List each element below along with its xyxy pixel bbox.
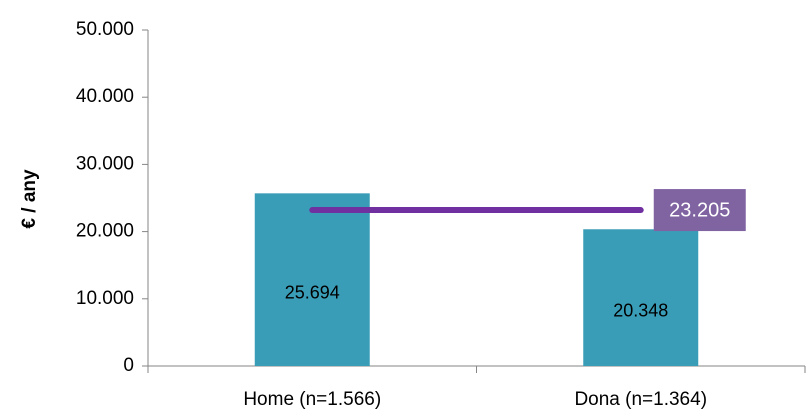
bars: 25.694 Home (n=1.566) 20.348 Dona (n=1.364) <box>243 193 707 410</box>
y-axis: 0 10.000 20.000 30.000 40.000 50.000 <box>76 19 149 376</box>
y-axis-label: € / any <box>19 169 40 229</box>
average-label-box <box>653 189 746 232</box>
y-tick-label: 20.000 <box>76 221 134 242</box>
bar <box>254 193 370 366</box>
x-category-label: Home (n=1.566) <box>243 389 381 410</box>
x-axis <box>147 365 806 373</box>
y-tick-label: 40.000 <box>76 86 134 107</box>
bar <box>583 229 699 366</box>
average-line-group: 23.205 <box>309 189 746 232</box>
x-category-label: Dona (n=1.364) <box>574 389 707 410</box>
y-tick-label: 50.000 <box>76 19 134 40</box>
average-value-label: 23.205 <box>669 199 730 221</box>
y-tick-label: 10.000 <box>76 288 134 309</box>
y-tick-label: 30.000 <box>76 153 134 174</box>
bar-value-label: 25.694 <box>285 282 340 302</box>
bar-value-label: 20.348 <box>613 300 668 320</box>
y-tick-label: 0 <box>123 355 134 376</box>
